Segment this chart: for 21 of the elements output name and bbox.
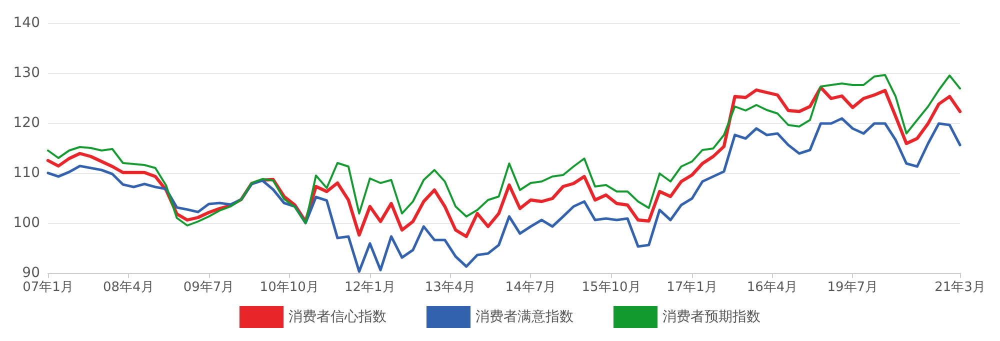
x-tick-label: 09年7月 [183,280,234,295]
x-tick-label: 21年3月 [934,280,986,295]
y-tick-label: 120 [13,115,40,131]
legend-label: 消费者满意指数 [476,309,574,325]
y-tick-label: 90 [22,265,40,281]
y-tick-label: 110 [13,165,40,181]
x-tick-label: 13年4月 [424,280,476,295]
x-tick-label: 12年1月 [344,280,396,295]
y-tick-label: 100 [13,215,40,231]
x-tick-label: 08年4月 [102,280,154,295]
x-tick-label: 15年10月 [582,280,641,295]
x-tick-label: 10年10月 [260,280,319,295]
x-tick-label: 16年4月 [746,280,798,295]
y-tick-label: 140 [13,15,40,31]
x-tick-label: 14年7月 [505,280,556,295]
legend-label: 消费者预期指数 [662,309,760,325]
y-tick-label: 130 [13,65,40,81]
x-tick-label: 07年1月 [22,280,74,295]
legend-label: 消费者信心指数 [288,309,386,325]
x-tick-label: 17年1月 [666,280,718,295]
x-tick-label: 19年7月 [827,280,878,295]
